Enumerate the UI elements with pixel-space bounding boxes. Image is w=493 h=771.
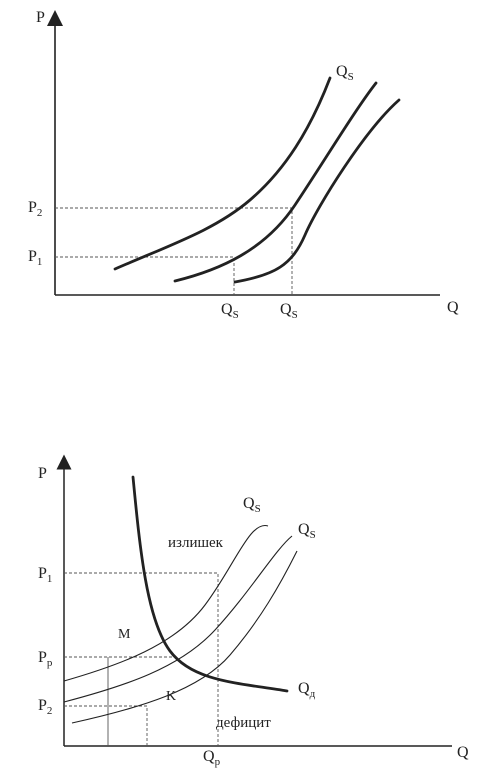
supply-curve-3 [71, 550, 298, 724]
point-k-label: K [166, 689, 177, 704]
p1-label: P1 [38, 565, 53, 585]
qs-curve-label: QS [336, 63, 354, 83]
demand-curve [131, 475, 289, 693]
p1-label: P1 [28, 248, 43, 268]
supply-shift-svg [47, 10, 440, 296]
qs-tick-label-2: QS [280, 301, 298, 321]
p2-guide [55, 207, 293, 295]
surplus-label: излишек [168, 535, 223, 551]
qd-label: Qд [298, 680, 316, 700]
x-axis-label: Q [457, 744, 469, 761]
supply-curve-2 [173, 81, 378, 283]
market-equilibrium-svg [56, 454, 452, 747]
p2-guide [64, 705, 148, 746]
pp-label: Pp [38, 649, 53, 669]
deficit-label: дефицит [216, 715, 271, 731]
y-axis-label: P [38, 465, 47, 482]
qs-label-2: QS [298, 521, 316, 541]
p2-label: P2 [38, 697, 53, 717]
supply-curve-1 [63, 525, 269, 682]
point-m-label: M [118, 627, 131, 642]
p1-guide [55, 256, 235, 295]
qp-label: Qр [203, 748, 221, 768]
supply-curve-2 [63, 535, 293, 703]
market-equilibrium-diagram: P Q P1 Pp P2 QS QS Qд Qр излишек дефицит… [0, 440, 493, 771]
supply-curve-3 [233, 98, 401, 284]
y-axis-label: P [36, 9, 45, 26]
supply-shift-diagram: P Q P2 P1 QS QS QS [0, 0, 493, 350]
supply-curve-1 [113, 76, 332, 271]
qs-tick-label-1: QS [221, 301, 239, 321]
x-axis-label: Q [447, 299, 459, 316]
p1-guide [64, 572, 219, 746]
p2-label: P2 [28, 199, 43, 219]
qs-label-1: QS [243, 495, 261, 515]
